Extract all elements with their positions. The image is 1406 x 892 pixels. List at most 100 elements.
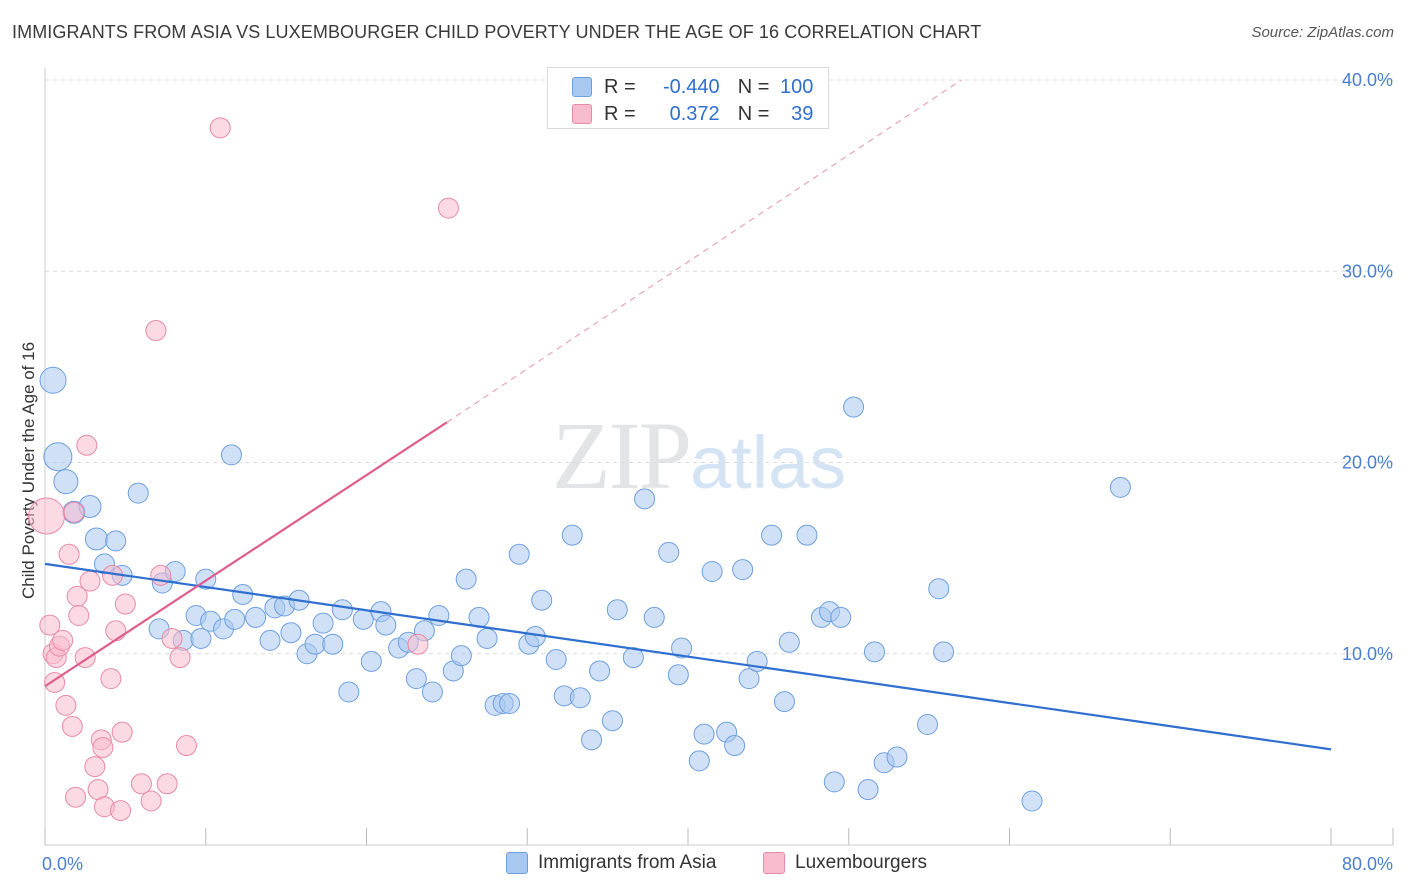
series-label-lux: Luxembourgers xyxy=(795,852,928,873)
asia-point xyxy=(360,650,382,672)
x-tick-label: 80.0% xyxy=(1342,854,1393,874)
asia-point xyxy=(224,608,246,630)
asia-point xyxy=(634,488,656,510)
lux-point xyxy=(28,497,66,535)
asia-point xyxy=(259,629,281,651)
series-swatch-asia xyxy=(506,852,528,874)
asia-point xyxy=(450,645,472,667)
y-tick-label: 10.0% xyxy=(1342,644,1393,664)
source-label: Source: ZipAtlas.com xyxy=(1251,24,1394,41)
asia-point xyxy=(667,664,689,686)
lux-point xyxy=(156,773,178,795)
asia-point xyxy=(778,631,800,653)
lux-point xyxy=(39,614,61,636)
lux-point xyxy=(209,117,231,139)
lux-point xyxy=(161,627,183,649)
asia-point xyxy=(245,606,267,628)
asia-point xyxy=(545,648,567,670)
asia-point xyxy=(589,660,611,682)
watermark: ZIPatlas xyxy=(552,400,846,511)
lux-point xyxy=(169,647,191,669)
asia-point xyxy=(886,746,908,768)
asia-point xyxy=(773,691,795,713)
lux-point xyxy=(145,320,167,342)
lux-point xyxy=(114,593,136,615)
lux-point xyxy=(100,668,122,690)
chart-title: IMMIGRANTS FROM ASIA VS LUXEMBOURGER CHI… xyxy=(12,22,982,42)
lux-point xyxy=(65,786,87,808)
asia-point xyxy=(796,524,818,546)
stats-legend: R = -0.440 N = 100 R = 0.372 N = 39 xyxy=(547,67,829,129)
asia-point xyxy=(622,647,644,669)
asia-point xyxy=(280,622,302,644)
asia-point xyxy=(928,578,950,600)
asia-point xyxy=(304,633,326,655)
asia-point xyxy=(127,482,149,504)
lux-point xyxy=(111,721,133,743)
lux-point xyxy=(175,735,197,757)
asia-point xyxy=(476,627,498,649)
lux-point xyxy=(79,570,101,592)
asia-point xyxy=(375,614,397,636)
series-legend-lux: Luxembourgers xyxy=(763,852,927,874)
lux-point xyxy=(130,773,152,795)
lux-point xyxy=(55,694,77,716)
asia-point xyxy=(312,612,334,634)
asia-point xyxy=(105,530,127,552)
asia-point xyxy=(857,779,879,801)
lux-point xyxy=(437,197,459,219)
asia-point xyxy=(732,559,754,581)
legend-r-label: R = xyxy=(604,75,636,98)
lux-point xyxy=(61,715,83,737)
asia-point xyxy=(724,735,746,757)
series-legend-asia: Immigrants from Asia xyxy=(506,852,716,874)
lux-trend-extension xyxy=(446,79,962,423)
legend-row-lux: R = 0.372 N = 39 xyxy=(548,101,813,127)
asia-point xyxy=(693,723,715,745)
asia-point xyxy=(220,444,242,466)
asia-point xyxy=(190,627,212,649)
lux-point xyxy=(140,790,162,812)
asia-point xyxy=(331,599,353,621)
series-swatch-lux xyxy=(763,852,785,874)
x-tick-label: 0.0% xyxy=(42,854,83,874)
asia-point xyxy=(933,641,955,663)
asia-point xyxy=(421,681,443,703)
asia-point xyxy=(499,692,521,714)
lux-point xyxy=(407,633,429,655)
lux-point xyxy=(84,756,106,778)
lux-point xyxy=(63,501,85,523)
lux-point xyxy=(92,736,114,758)
asia-point xyxy=(671,637,693,659)
y-tick-label: 30.0% xyxy=(1342,261,1393,281)
asia-point xyxy=(338,681,360,703)
watermark-zip: ZIP xyxy=(552,402,692,509)
asia-point xyxy=(322,633,344,655)
asia-point xyxy=(701,561,723,583)
asia-point xyxy=(405,668,427,690)
legend-n-label: N = xyxy=(737,102,770,125)
asia-point xyxy=(84,527,108,551)
legend-swatch-asia xyxy=(572,77,592,97)
lux-point xyxy=(76,434,98,456)
asia-point xyxy=(531,589,553,611)
asia-point xyxy=(39,366,67,394)
asia-point xyxy=(643,606,665,628)
asia-point xyxy=(561,524,583,546)
asia-point xyxy=(738,668,760,690)
asia-point xyxy=(823,771,845,793)
series-label-asia: Immigrants from Asia xyxy=(538,852,717,873)
legend-r-value: 0.372 xyxy=(669,102,720,125)
asia-point xyxy=(508,543,530,565)
lux-trend-line xyxy=(44,421,448,688)
series-legend: Immigrants from Asia Luxembourgers xyxy=(0,852,1406,878)
legend-swatch-lux xyxy=(572,104,592,124)
asia-trend-line xyxy=(44,562,1332,751)
y-tick-label: 40.0% xyxy=(1342,70,1393,90)
legend-r-label: R = xyxy=(604,102,636,125)
legend-n-value: 100 xyxy=(780,75,814,98)
asia-point xyxy=(53,469,79,495)
lux-point xyxy=(58,543,80,565)
lux-point xyxy=(52,629,74,651)
y-axis-label: Child Poverty Under the Age of 16 xyxy=(19,342,38,599)
